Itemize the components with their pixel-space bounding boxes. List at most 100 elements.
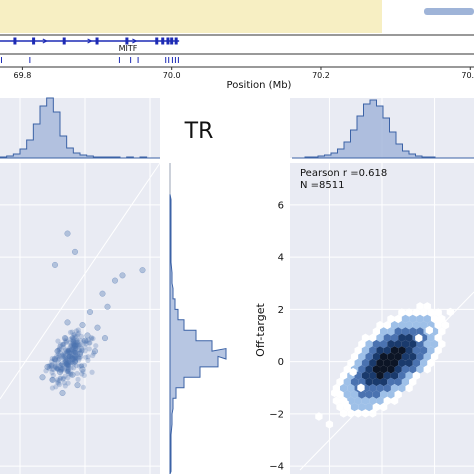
hexbin-cell bbox=[434, 346, 442, 355]
left-right-marginal-panel bbox=[168, 163, 232, 474]
left-density-point bbox=[57, 343, 63, 349]
left-density-point bbox=[89, 369, 95, 375]
left-joint-plot: TR bbox=[0, 97, 232, 474]
left-density-point bbox=[50, 372, 56, 378]
left-point-32 bbox=[71, 248, 79, 255]
left-density-point bbox=[73, 342, 79, 348]
left-density-point bbox=[52, 363, 58, 369]
hexbin-cell bbox=[430, 352, 439, 361]
hexbin-cell bbox=[369, 396, 377, 405]
hexbin-cell bbox=[394, 339, 402, 349]
left-density-point bbox=[71, 342, 77, 349]
left-density-point bbox=[79, 371, 85, 377]
left-density-point bbox=[54, 377, 60, 383]
left-density-point bbox=[71, 356, 78, 363]
left-top-marginal-grid bbox=[19, 98, 151, 158]
left-density-point bbox=[78, 363, 85, 369]
hexbin-cell bbox=[358, 365, 366, 374]
left-density-point bbox=[78, 342, 84, 348]
left-density-point bbox=[67, 347, 73, 353]
left-density-point bbox=[62, 357, 68, 363]
left-density-point bbox=[64, 338, 70, 344]
right-outlier-22 bbox=[446, 307, 454, 317]
left-point-7 bbox=[61, 335, 69, 342]
hexbin-cell bbox=[358, 402, 366, 412]
left-density-point bbox=[53, 353, 60, 359]
left-density-point bbox=[64, 362, 70, 368]
scrollbar-handle[interactable] bbox=[424, 8, 474, 15]
left-density-point bbox=[93, 343, 99, 349]
hexbin-cell bbox=[358, 390, 366, 399]
gene-strand-arrow-0 bbox=[42, 38, 48, 44]
hexbin-cell bbox=[365, 365, 373, 374]
left-diagonal-line bbox=[0, 162, 161, 400]
left-density-point bbox=[55, 338, 61, 344]
hexbin-cell bbox=[347, 396, 355, 405]
hexbin-cell bbox=[394, 390, 402, 399]
left-density-point bbox=[77, 337, 83, 344]
hexbin-cell bbox=[376, 371, 384, 380]
left-density-point bbox=[69, 351, 75, 357]
left-density-point bbox=[66, 363, 72, 369]
left-point-29 bbox=[39, 374, 46, 381]
left-density-point bbox=[78, 345, 84, 351]
left-density-point bbox=[65, 348, 71, 354]
left-density-point bbox=[72, 358, 78, 364]
left-density-point bbox=[77, 342, 83, 348]
hexbin-cell bbox=[405, 358, 413, 368]
gene-exon-3 bbox=[95, 37, 99, 45]
left-density-point bbox=[67, 340, 73, 346]
left-density-point bbox=[49, 369, 55, 376]
left-density-point bbox=[61, 344, 67, 350]
gene-exon-9 bbox=[174, 37, 178, 45]
left-density-point bbox=[72, 349, 78, 356]
hexbin-cell bbox=[361, 358, 370, 368]
hexbin-cell bbox=[361, 396, 370, 405]
left-density-point bbox=[55, 366, 61, 372]
hexbin-cell bbox=[420, 358, 428, 368]
hexbin-cell bbox=[383, 358, 391, 368]
variant-markers bbox=[0, 57, 179, 63]
left-density-point bbox=[57, 364, 63, 371]
hexbin-cell bbox=[423, 339, 431, 349]
hexbin-cell bbox=[380, 352, 388, 361]
left-density-point bbox=[76, 357, 82, 363]
hexbin-cell bbox=[380, 402, 388, 412]
left-density-point bbox=[73, 338, 79, 344]
left-density-point bbox=[76, 342, 82, 348]
hexbin-cell bbox=[405, 308, 413, 317]
left-density-point bbox=[57, 342, 64, 348]
hexbin-cell bbox=[358, 352, 366, 361]
left-density-point bbox=[68, 346, 74, 353]
hexbin-cell bbox=[420, 308, 428, 317]
hexbin-cell bbox=[438, 327, 446, 336]
hexbin-cell bbox=[409, 377, 417, 387]
left-density-point bbox=[59, 342, 66, 348]
left-point-12 bbox=[119, 272, 126, 279]
left-density-point bbox=[55, 366, 61, 373]
right-outlier-21 bbox=[325, 420, 334, 429]
hexbin-cell bbox=[340, 384, 348, 393]
left-density-point bbox=[51, 356, 57, 362]
hexbin-cell bbox=[372, 339, 381, 349]
left-density-point bbox=[84, 338, 90, 344]
left-density-point bbox=[52, 357, 58, 363]
hexbin-cell bbox=[361, 409, 370, 418]
hexbin-cell bbox=[434, 333, 442, 342]
hexbin-cell bbox=[350, 402, 359, 412]
left-density-point bbox=[65, 347, 71, 353]
hexbin-cell bbox=[365, 339, 373, 349]
right-y-tick-label-0: −4 bbox=[269, 462, 284, 473]
right-y-axis: −4 −2 0 2 4 6 bbox=[269, 200, 284, 472]
hexbin-cell bbox=[376, 346, 384, 355]
right-outlier-18 bbox=[436, 315, 444, 325]
hexbin-cell bbox=[343, 377, 351, 387]
left-density-point bbox=[70, 348, 76, 354]
left-density-point bbox=[65, 375, 71, 381]
left-density-point bbox=[70, 338, 77, 344]
hexbin-cell bbox=[372, 352, 381, 361]
track-x-tick-label-0: 69.8 bbox=[13, 71, 31, 80]
hexbin-cell bbox=[387, 352, 395, 361]
left-density-point bbox=[81, 340, 88, 346]
gene-label: MITF bbox=[119, 44, 138, 53]
